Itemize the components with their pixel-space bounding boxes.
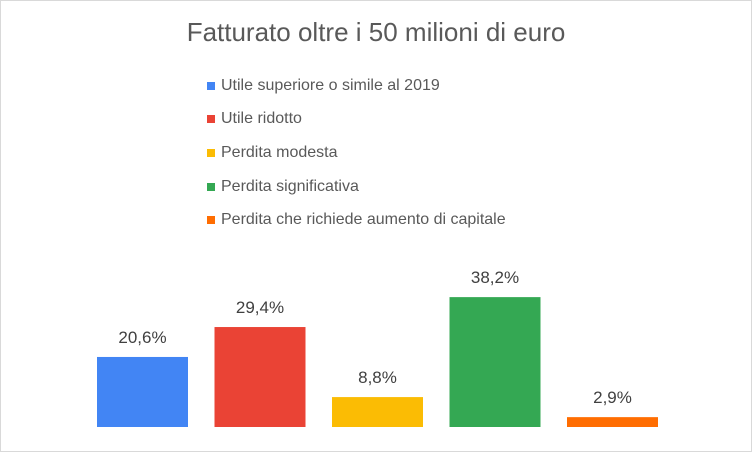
legend-swatch bbox=[207, 216, 215, 225]
legend-item: Perdita significativa bbox=[207, 170, 506, 204]
chart-legend: Utile superiore o simile al 2019 Utile r… bbox=[207, 69, 506, 237]
legend-swatch bbox=[207, 182, 215, 191]
legend-label: Perdita modesta bbox=[221, 143, 338, 161]
data-label: 8,8% bbox=[358, 368, 397, 387]
chart-title: Fatturato oltre i 50 milioni di euro bbox=[186, 17, 566, 47]
legend-swatch bbox=[207, 115, 215, 124]
bar bbox=[214, 327, 306, 427]
legend-label: Utile superiore o simile al 2019 bbox=[221, 76, 440, 94]
data-label: 38,2% bbox=[471, 268, 519, 287]
legend-swatch bbox=[207, 81, 215, 90]
legend-item: Utile superiore o simile al 2019 bbox=[207, 69, 506, 103]
legend-label: Perdita significativa bbox=[221, 177, 359, 195]
bar bbox=[567, 417, 658, 427]
legend-label: Perdita che richiede aumento di capitale bbox=[221, 211, 506, 229]
legend-swatch bbox=[207, 148, 215, 157]
legend-item: Perdita modesta bbox=[207, 136, 506, 170]
bar bbox=[449, 297, 541, 427]
data-label: 29,4% bbox=[236, 298, 284, 317]
data-label: 2,9% bbox=[593, 388, 632, 407]
legend-item: Perdita che richiede aumento di capitale bbox=[207, 203, 506, 237]
legend-item: Utile ridotto bbox=[207, 103, 506, 137]
bar bbox=[97, 356, 188, 427]
data-label: 20,6% bbox=[118, 328, 166, 347]
legend-label: Utile ridotto bbox=[221, 110, 302, 128]
bar bbox=[332, 397, 423, 427]
